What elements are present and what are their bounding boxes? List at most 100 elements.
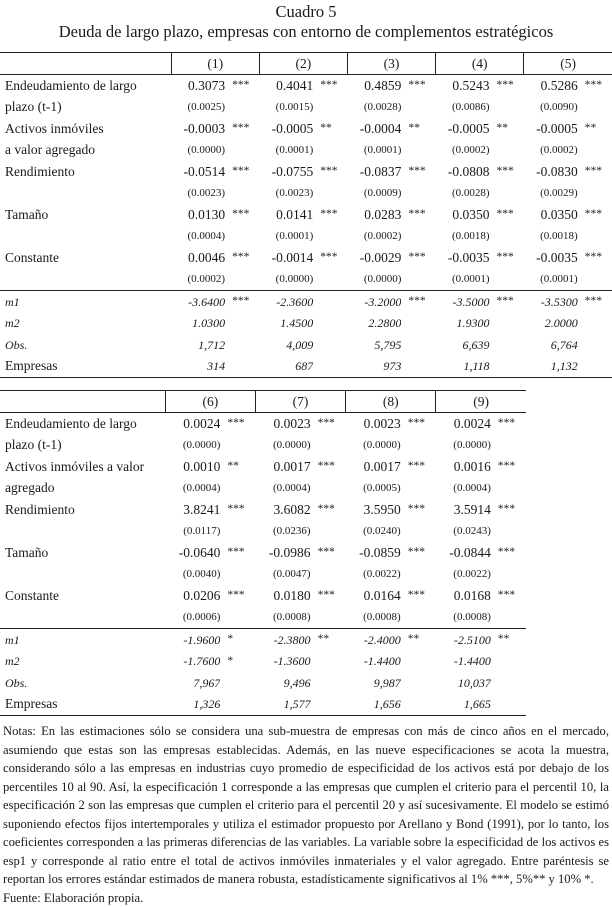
significance-stars: *** [401,456,436,478]
significance-stars [490,313,524,335]
cell-value: (0.0004) [165,478,220,500]
cell-value: (0.0240) [346,521,401,543]
statistic-row: m2-1.7600*-1.3600-1.4400-1.4400 [0,651,526,673]
cell-value: 0.0017 [346,456,401,478]
significance-stars: *** [313,161,347,183]
significance-stars: *** [491,542,526,564]
significance-stars: *** [313,204,347,226]
significance-stars: * [220,651,255,673]
row-label: Tamaño [0,204,171,226]
cell-value: -0.0005 [259,118,313,140]
significance-stars [311,694,346,716]
significance-stars [491,607,526,629]
significance-stars [491,564,526,586]
row-label: Empresas [0,356,171,378]
column-header: (4) [436,53,524,75]
cell-value: (0.0002) [436,140,490,162]
significance-stars [578,313,612,335]
row-label: Rendimiento [0,161,171,183]
cell-value: 0.0130 [171,204,225,226]
significance-stars [313,140,347,162]
cell-value: (0.0023) [259,183,313,205]
significance-stars: *** [225,247,259,269]
cell-value: 0.0046 [171,247,225,269]
cell-value: (0.0018) [524,226,578,248]
cell-value: (0.0000) [436,435,491,457]
significance-stars [578,97,612,119]
cell-value: 1.4500 [259,313,313,335]
cell-value: (0.0004) [255,478,310,500]
significance-stars: *** [578,247,612,269]
cell-value: -0.0029 [347,247,401,269]
significance-stars [578,334,612,356]
cell-value: 0.0168 [436,585,491,607]
row-label [0,521,165,543]
significance-stars [225,356,259,378]
cell-value: (0.0006) [165,607,220,629]
significance-stars: *** [491,413,526,435]
significance-stars: *** [401,291,435,313]
cell-value: 5,795 [347,334,401,356]
cell-value: (0.0025) [171,97,225,119]
cell-value: -3.5000 [436,291,490,313]
header-blank [0,53,171,75]
significance-stars [401,651,436,673]
cell-value: 1,656 [346,694,401,716]
cell-value: 3.5950 [346,499,401,521]
significance-stars [311,521,346,543]
significance-stars [401,313,435,335]
significance-stars: ** [491,629,526,651]
cell-value: (0.0005) [346,478,401,500]
cell-value: (0.0018) [436,226,490,248]
significance-stars [490,334,524,356]
significance-stars [220,478,255,500]
cell-value: (0.0023) [171,183,225,205]
significance-stars: *** [401,542,436,564]
cell-value: (0.0015) [259,97,313,119]
significance-stars [313,269,347,291]
significance-stars: *** [311,585,346,607]
significance-stars: *** [313,75,347,97]
significance-stars: ** [490,118,524,140]
cell-value: 0.0141 [259,204,313,226]
cell-value: -0.0005 [524,118,578,140]
significance-stars [491,521,526,543]
std-error-row: (0.0023)(0.0023)(0.0009)(0.0028)(0.0029) [0,183,612,205]
significance-stars [401,521,436,543]
cell-value: (0.0022) [436,564,491,586]
significance-stars [490,356,524,378]
significance-stars [401,334,435,356]
cell-value: 0.0024 [436,413,491,435]
cell-value: -0.0035 [524,247,578,269]
cell-value: -2.3600 [259,291,313,313]
cell-value: 10,037 [436,672,491,694]
cell-value: -2.5100 [436,629,491,651]
significance-stars [311,564,346,586]
significance-stars [225,226,259,248]
significance-stars [220,564,255,586]
significance-stars [578,140,612,162]
significance-stars [401,97,435,119]
cell-value: (0.0000) [259,269,313,291]
significance-stars [401,356,435,378]
cell-value: -1.4400 [346,651,401,673]
significance-stars: *** [220,542,255,564]
significance-stars: *** [220,499,255,521]
std-error-row: a valor agregado(0.0000)(0.0001)(0.0001)… [0,140,612,162]
cell-value: -0.0755 [259,161,313,183]
significance-stars: *** [490,204,524,226]
cell-value: (0.0001) [259,226,313,248]
cell-value: -0.0003 [171,118,225,140]
cell-value: -0.0640 [165,542,220,564]
significance-stars: *** [225,75,259,97]
significance-stars: * [220,629,255,651]
significance-stars [401,435,436,457]
row-label: Obs. [0,334,171,356]
